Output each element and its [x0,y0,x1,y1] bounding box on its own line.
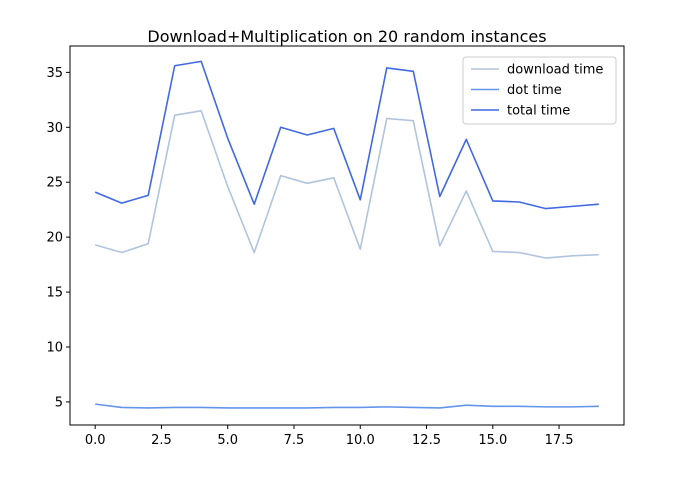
x-tick-label: 10.0 [346,433,375,448]
chart-title: Download+Multiplication on 20 random ins… [147,27,546,46]
legend-entry: download time [507,63,603,78]
x-tick-label: 15.0 [478,433,507,448]
y-tick-label: 30 [46,121,63,136]
series-line-total-time [94,60,599,210]
x-tick-label: 12.5 [412,433,441,448]
legend-box [462,56,617,125]
x-tick-label: 7.5 [284,433,305,448]
y-tick-label: 5 [55,395,63,410]
y-tick-label: 25 [46,176,63,191]
legend-entry: dot time [507,83,562,98]
y-tick-label: 10 [46,341,63,356]
x-axis: 0.0 2.5 5.0 7.5 10.0 12.5 15.0 17.5 [85,425,574,448]
x-tick-label: 2.5 [151,433,172,448]
x-tick-label: 0.0 [85,433,106,448]
y-tick-label: 15 [46,286,63,301]
y-tick-label: 35 [46,66,63,81]
plot-frame [69,45,625,426]
legend-entry: total time [507,104,570,119]
plot-lines [94,60,599,409]
series-line-dot-time [95,403,599,409]
legend: download time dot time total time [462,56,617,125]
series-line-download-time [94,110,599,259]
y-axis: 5 10 15 20 25 30 35 [46,66,70,410]
x-tick-label: 5.0 [217,433,238,448]
x-tick-label: 17.5 [545,433,574,448]
y-tick-label: 20 [46,231,63,246]
